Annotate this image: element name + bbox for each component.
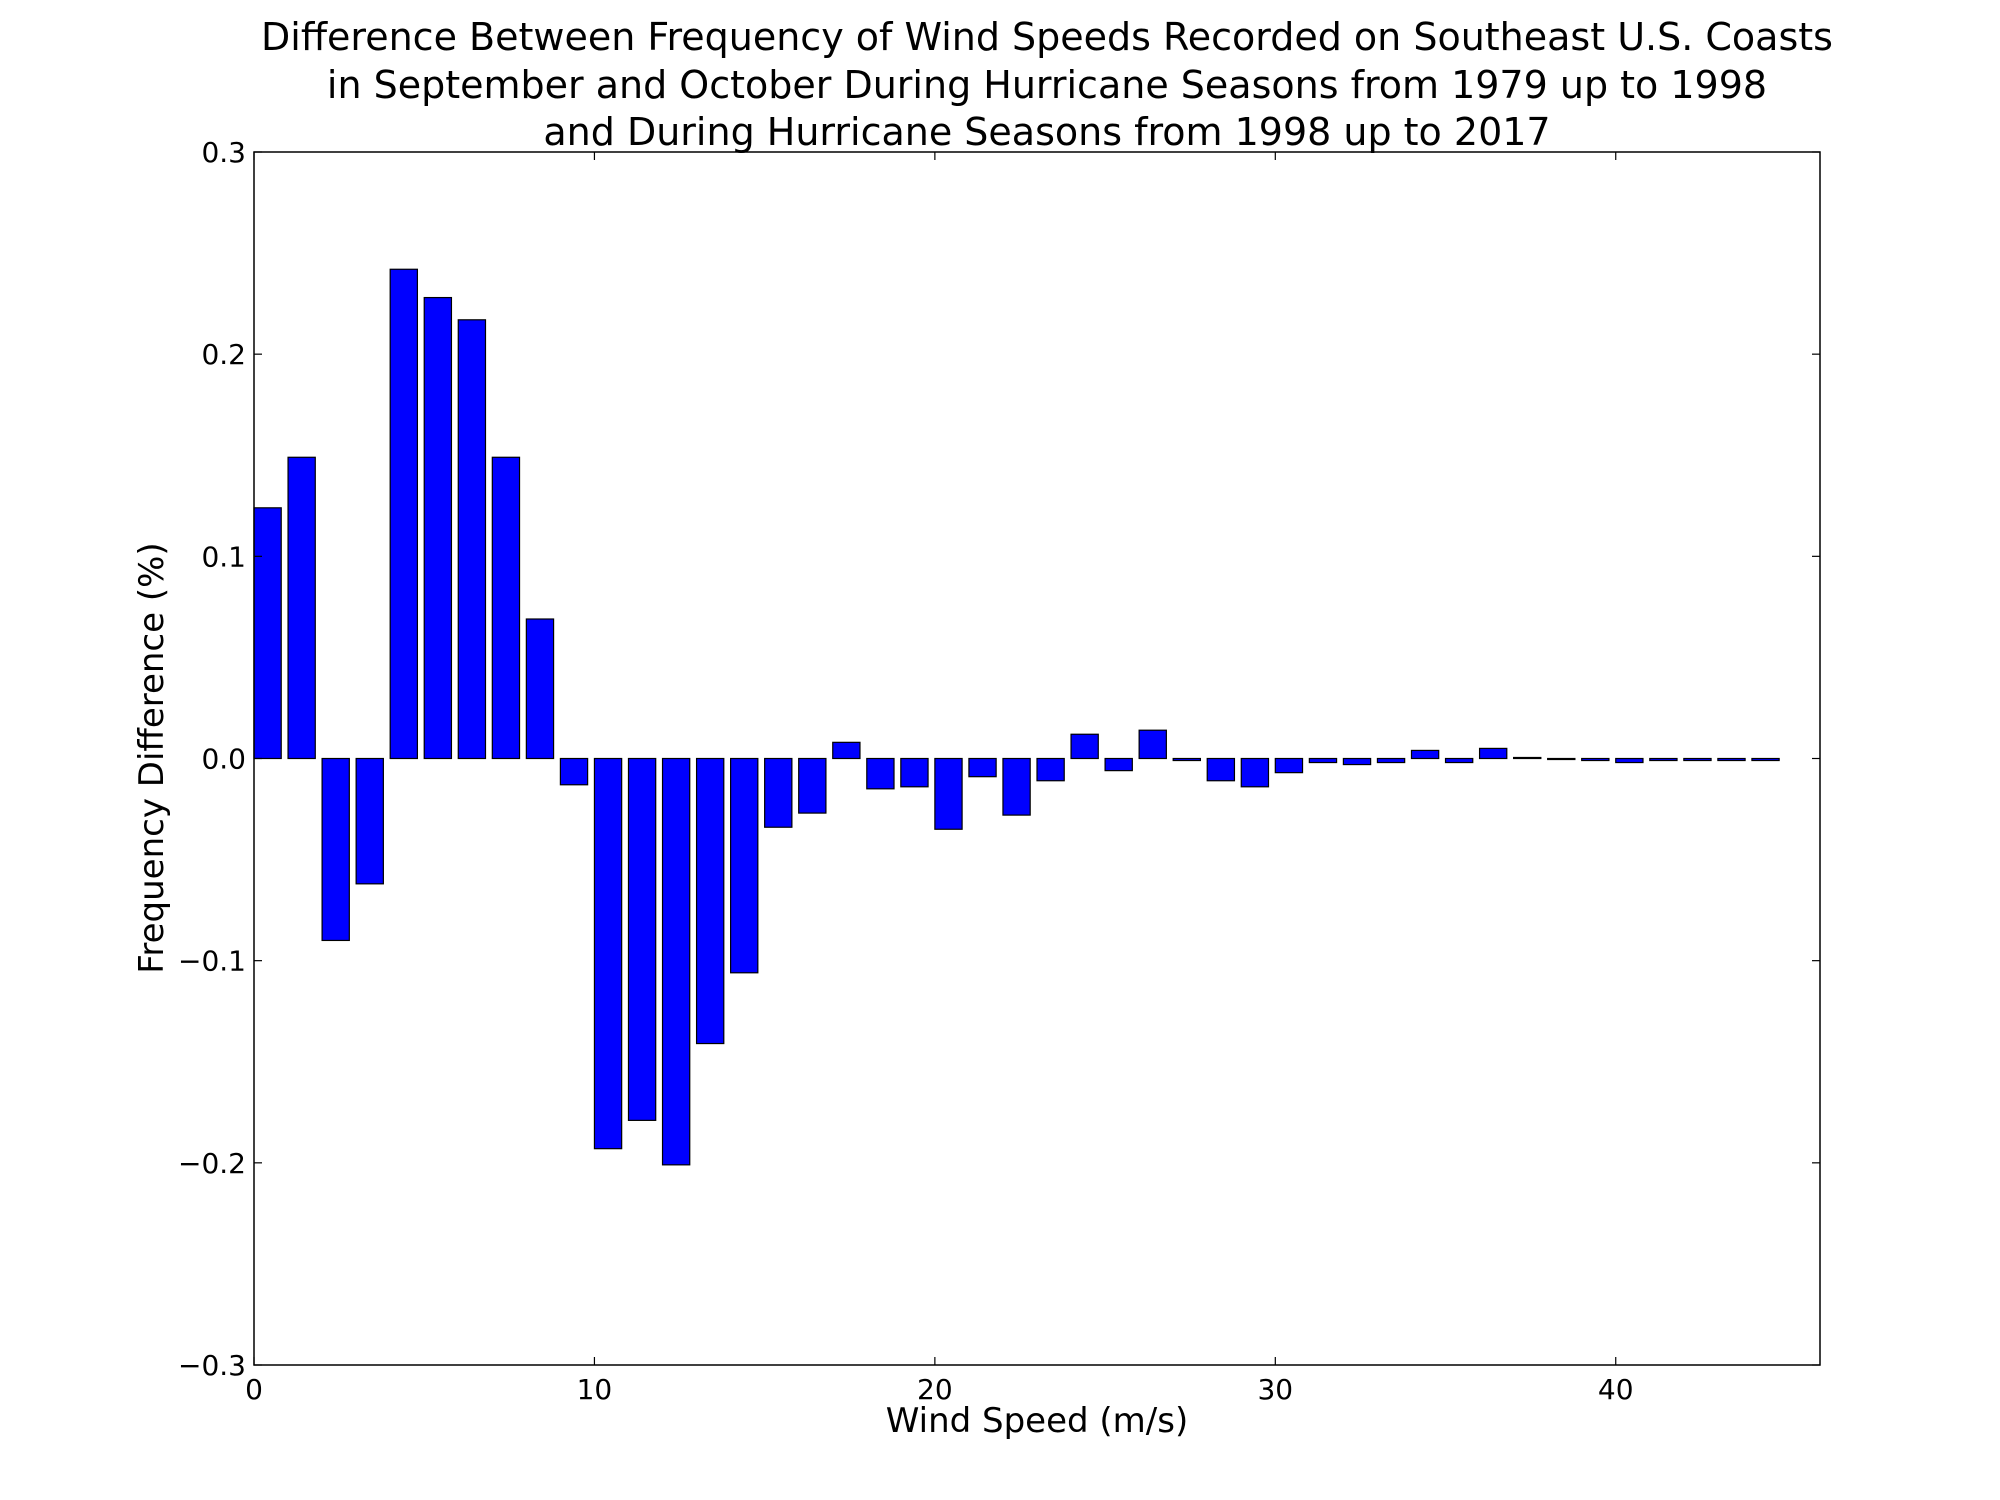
bar-1 bbox=[287, 456, 316, 760]
bar-17 bbox=[832, 741, 861, 760]
bar-20 bbox=[934, 757, 963, 830]
bar-9 bbox=[559, 757, 589, 786]
bar-19 bbox=[900, 757, 929, 788]
bar-37 bbox=[1513, 756, 1542, 760]
bar-42 bbox=[1683, 757, 1712, 762]
bar-12 bbox=[661, 757, 691, 1166]
y-tick-label: −0.3 bbox=[178, 1349, 246, 1382]
bar-21 bbox=[968, 757, 997, 778]
bar-2 bbox=[321, 757, 350, 942]
y-tick-label: 0.3 bbox=[201, 136, 246, 169]
chart-title-line-1: Difference Between Frequency of Wind Spe… bbox=[261, 15, 1833, 59]
bar-41 bbox=[1649, 757, 1678, 762]
bar-11 bbox=[627, 757, 657, 1121]
bar-23 bbox=[1036, 757, 1065, 782]
x-tick-label: 40 bbox=[1598, 1373, 1634, 1406]
x-tick-label: 20 bbox=[917, 1373, 953, 1406]
chart-title-line-3: and During Hurricane Seasons from 1998 u… bbox=[543, 110, 1550, 154]
bar-40 bbox=[1615, 757, 1644, 764]
y-axis-label: Frequency Difference (%) bbox=[132, 542, 172, 973]
bar-27 bbox=[1172, 757, 1202, 762]
x-tick-label: 0 bbox=[245, 1373, 263, 1406]
bar-35 bbox=[1444, 757, 1474, 764]
bar-8 bbox=[525, 618, 555, 760]
x-axis-label: Wind Speed (m/s) bbox=[886, 1401, 1188, 1441]
bar-26 bbox=[1138, 729, 1167, 760]
chart-title: Difference Between Frequency of Wind Spe… bbox=[261, 15, 1833, 154]
bar-series bbox=[253, 268, 1780, 1166]
bar-29 bbox=[1240, 757, 1270, 788]
bar-25 bbox=[1104, 757, 1133, 772]
bar-39 bbox=[1581, 757, 1610, 762]
bar-15 bbox=[764, 757, 793, 828]
bar-18 bbox=[866, 757, 895, 790]
x-axis-tick-labels: 0 10 20 30 40 bbox=[245, 1373, 1633, 1406]
plot-frame bbox=[253, 151, 1821, 1366]
bar-7 bbox=[491, 456, 521, 760]
bar-32 bbox=[1342, 757, 1372, 766]
bar-33 bbox=[1376, 757, 1406, 764]
x-tick-label: 10 bbox=[577, 1373, 613, 1406]
bar-16 bbox=[798, 757, 827, 814]
bar-14 bbox=[730, 757, 759, 974]
bar-31 bbox=[1308, 757, 1338, 764]
bar-34 bbox=[1410, 749, 1440, 760]
bar-13 bbox=[695, 757, 725, 1045]
bar-22 bbox=[1002, 757, 1031, 816]
bar-38 bbox=[1547, 757, 1576, 761]
bar-24 bbox=[1070, 733, 1099, 760]
y-tick-label: 0.1 bbox=[201, 540, 246, 573]
y-tick-label: −0.1 bbox=[178, 945, 246, 978]
bar-6 bbox=[457, 319, 487, 760]
bar-10 bbox=[593, 757, 623, 1150]
bar-30 bbox=[1274, 757, 1304, 774]
bar-28 bbox=[1206, 757, 1236, 782]
chart-title-line-2: in September and October During Hurrican… bbox=[327, 63, 1767, 107]
bar-4 bbox=[389, 268, 419, 760]
x-tick-label: 30 bbox=[1257, 1373, 1293, 1406]
bar-5 bbox=[423, 296, 453, 760]
y-tick-label: −0.2 bbox=[178, 1147, 246, 1180]
bar-0 bbox=[253, 507, 282, 760]
y-tick-label: 0.0 bbox=[201, 743, 246, 776]
y-tick-label: 0.2 bbox=[201, 338, 246, 371]
bar-44 bbox=[1751, 757, 1780, 762]
bar-36 bbox=[1478, 747, 1508, 760]
bar-43 bbox=[1717, 757, 1746, 762]
bar-3 bbox=[355, 757, 384, 885]
y-axis-tick-labels: −0.3 −0.2 −0.1 0.0 0.1 0.2 0.3 bbox=[178, 136, 246, 1382]
